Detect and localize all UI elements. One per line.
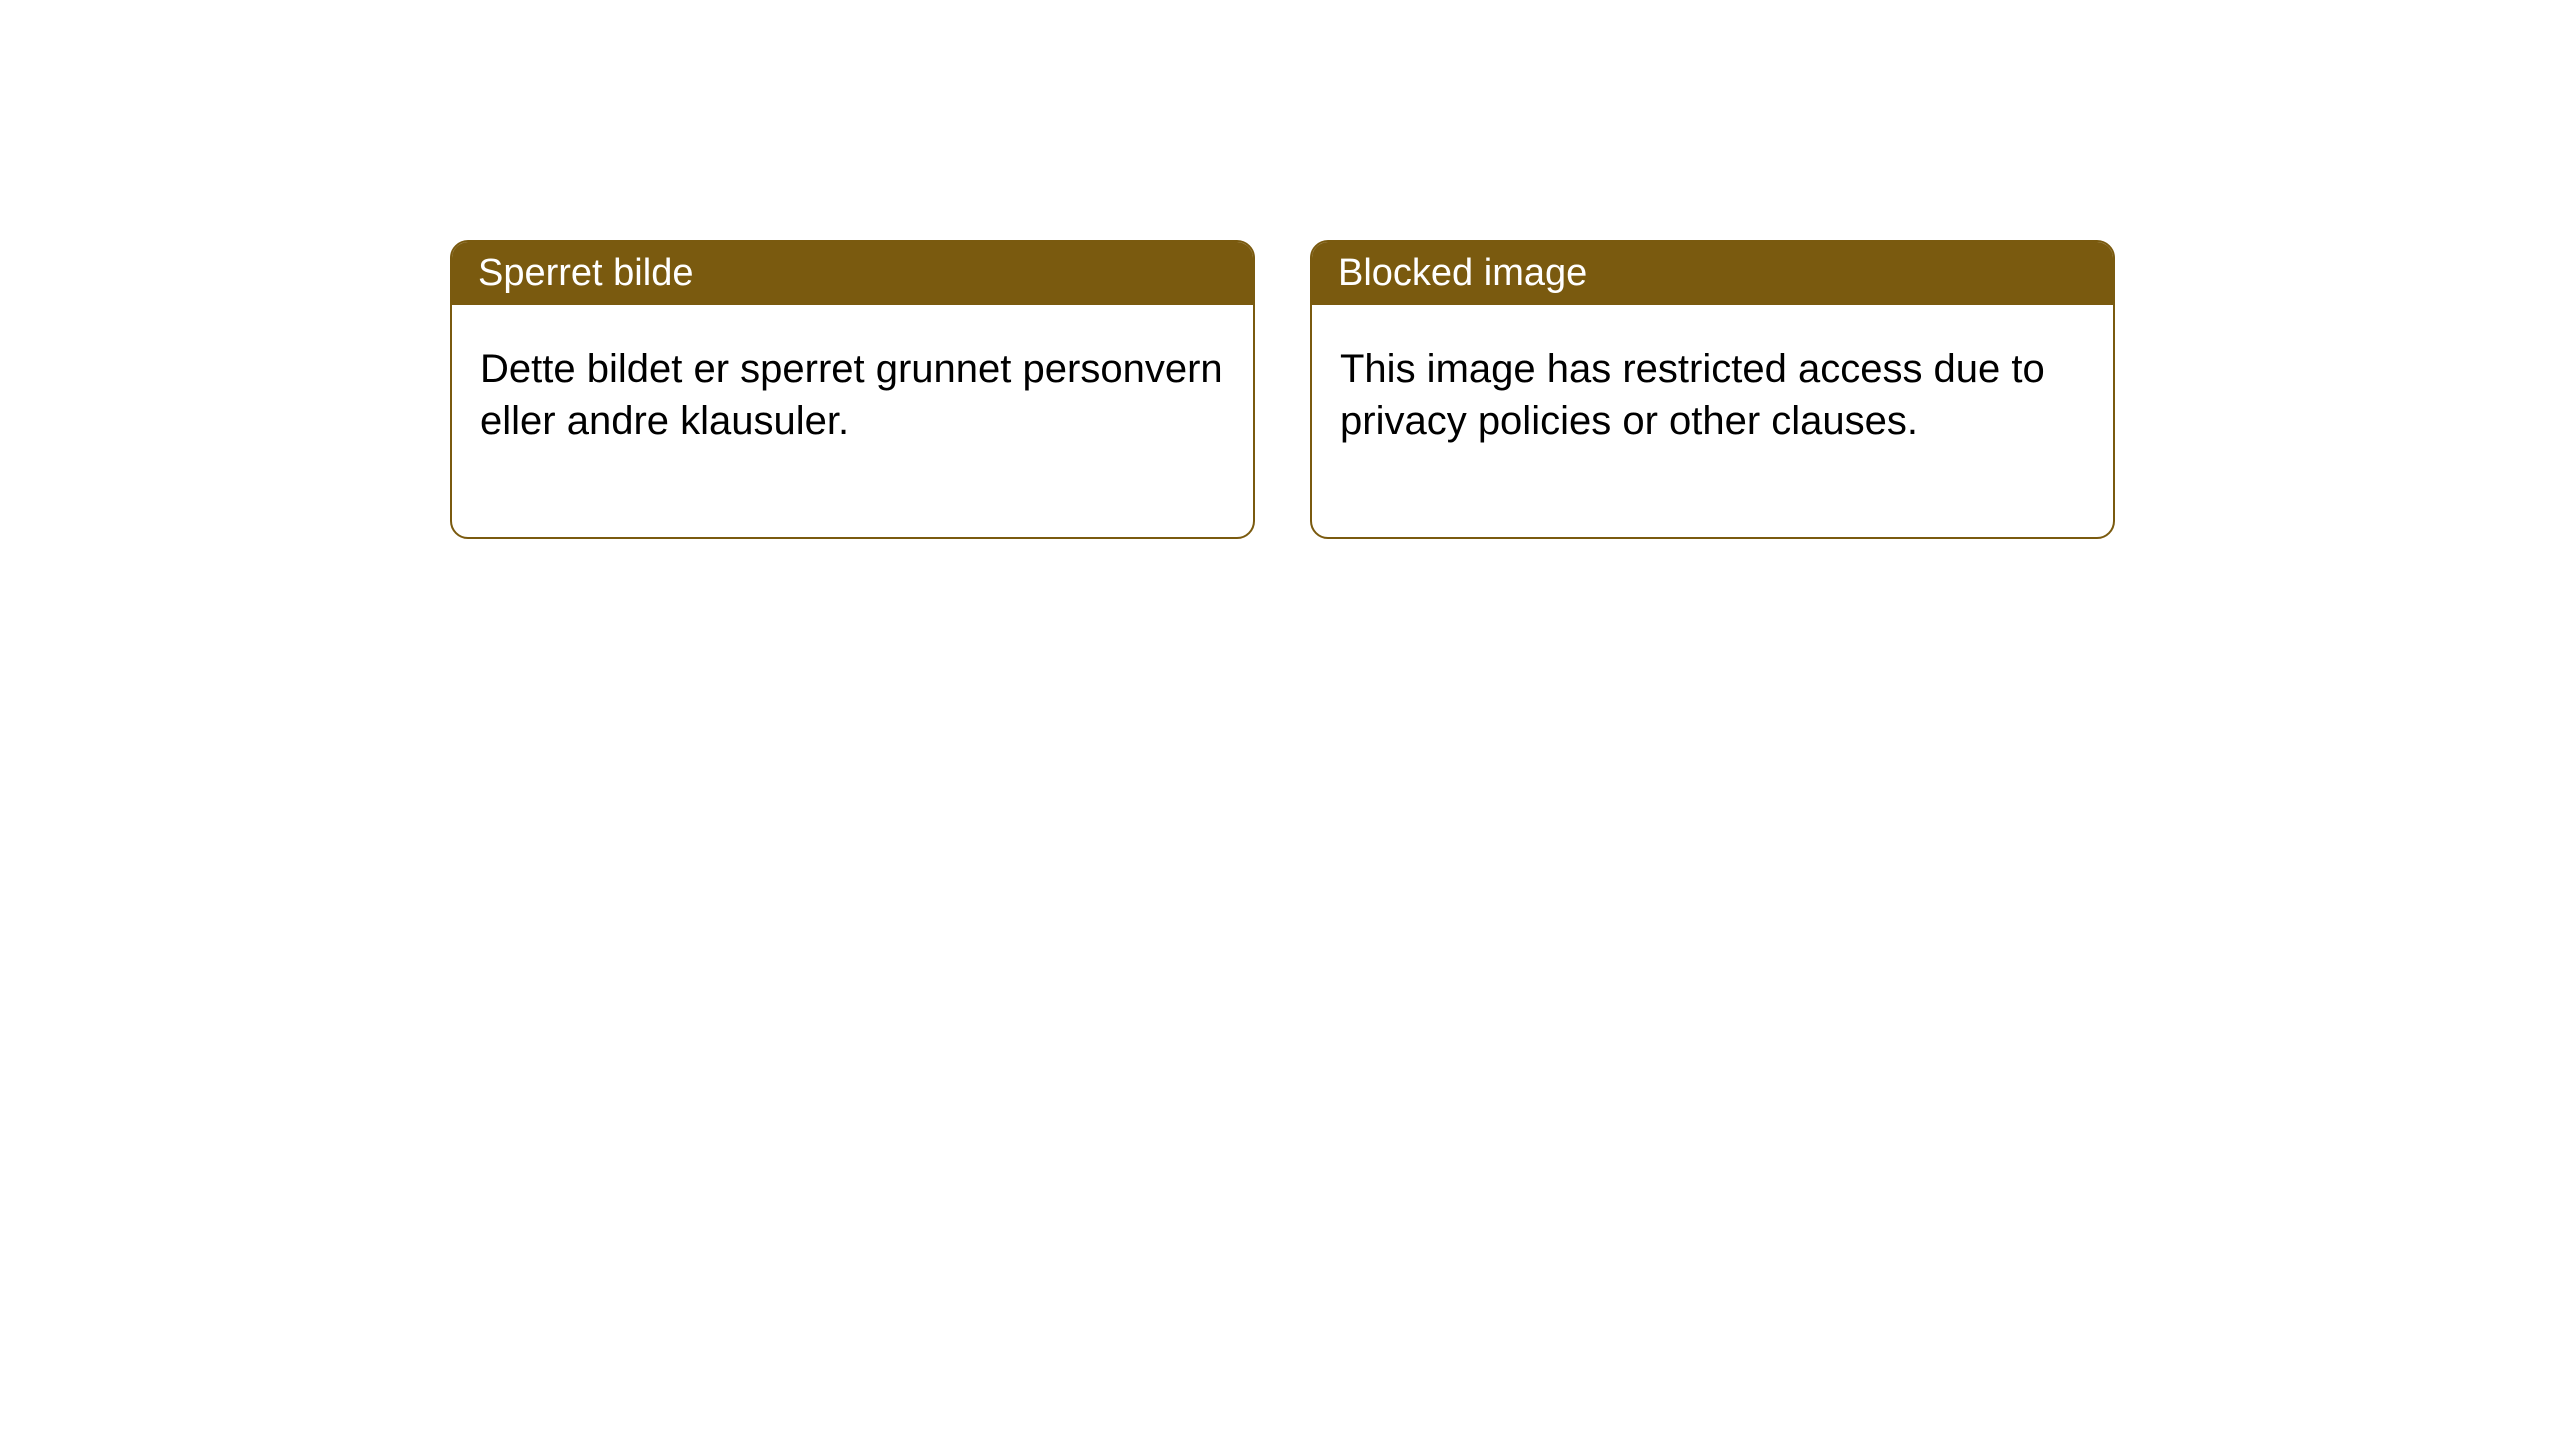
blocked-image-card-en: Blocked image This image has restricted …	[1310, 240, 2115, 539]
card-message-en: This image has restricted access due to …	[1340, 347, 2045, 443]
card-title-en: Blocked image	[1338, 252, 1587, 294]
card-header-no: Sperret bilde	[452, 242, 1253, 305]
card-message-no: Dette bildet er sperret grunnet personve…	[480, 347, 1223, 443]
card-body-en: This image has restricted access due to …	[1312, 305, 2113, 537]
card-header-en: Blocked image	[1312, 242, 2113, 305]
blocked-image-card-no: Sperret bilde Dette bildet er sperret gr…	[450, 240, 1255, 539]
cards-container: Sperret bilde Dette bildet er sperret gr…	[0, 0, 2560, 539]
card-title-no: Sperret bilde	[478, 252, 693, 294]
card-body-no: Dette bildet er sperret grunnet personve…	[452, 305, 1253, 537]
